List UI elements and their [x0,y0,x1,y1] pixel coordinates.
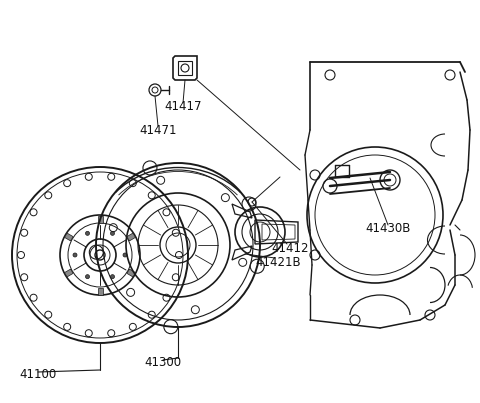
Circle shape [110,231,115,235]
Circle shape [73,253,77,257]
Text: 41430B: 41430B [365,222,411,235]
Circle shape [123,253,127,257]
Text: 41412: 41412 [271,241,309,255]
Text: 41421B: 41421B [255,256,301,268]
Text: 41417: 41417 [164,100,202,114]
Polygon shape [97,287,103,295]
Text: 41471: 41471 [139,123,177,137]
Polygon shape [127,233,135,241]
Polygon shape [127,269,135,277]
Circle shape [85,231,89,235]
Polygon shape [64,269,73,277]
Circle shape [85,275,89,278]
Text: 41100: 41100 [19,368,57,382]
Circle shape [110,275,115,278]
Polygon shape [64,233,73,241]
Polygon shape [97,216,103,222]
Text: 41300: 41300 [144,357,181,370]
